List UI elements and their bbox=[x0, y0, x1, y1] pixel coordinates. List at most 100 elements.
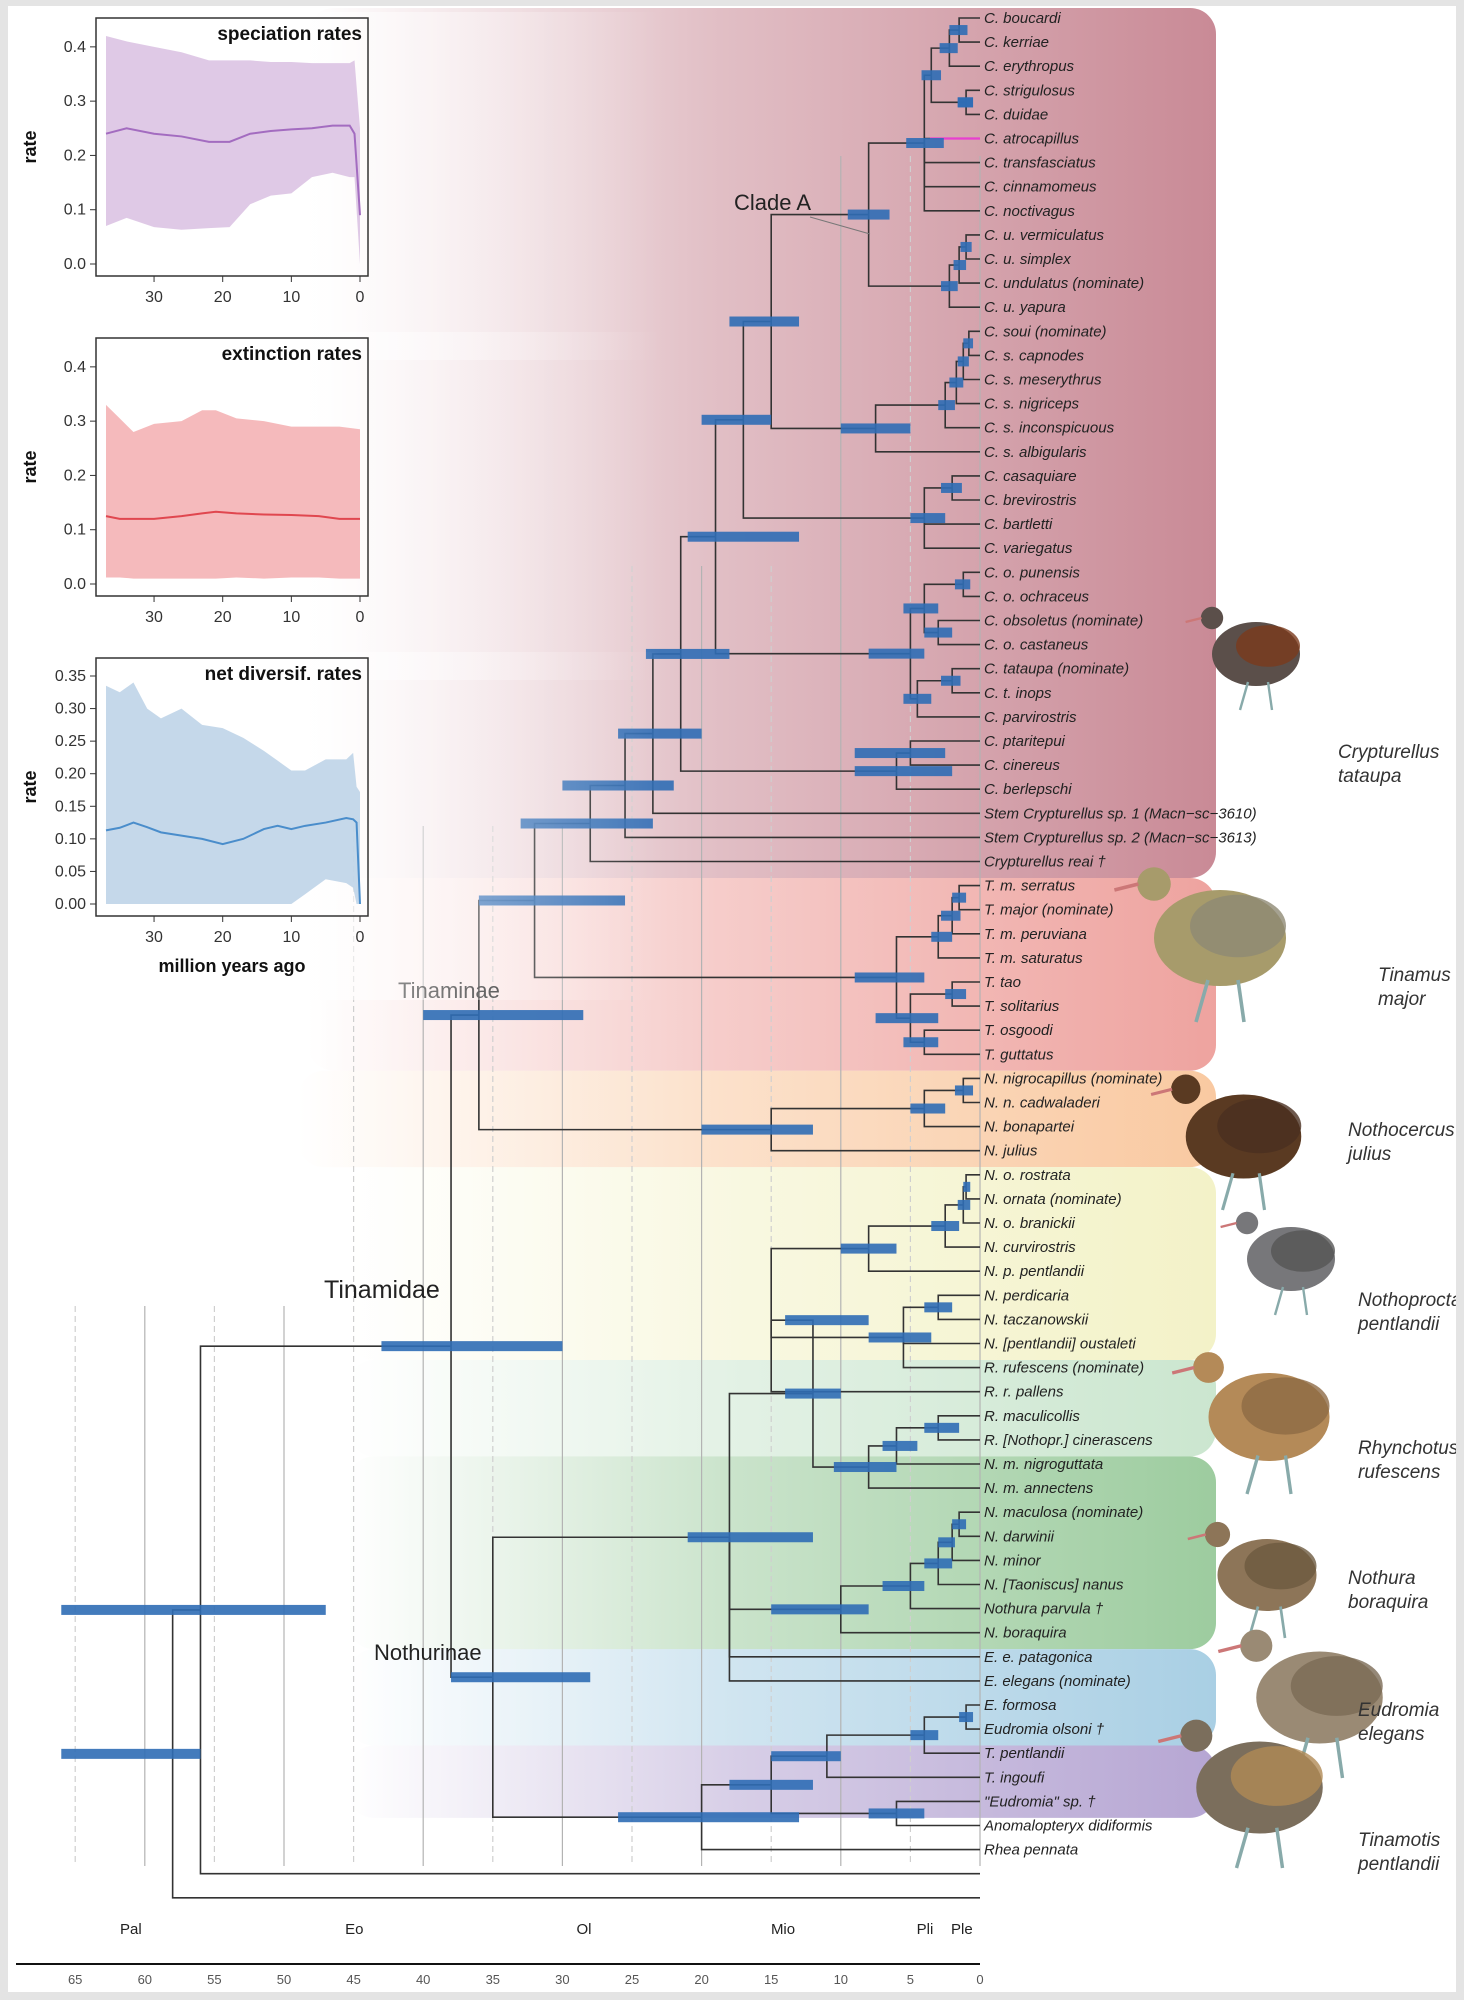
branch bbox=[895, 936, 939, 978]
branch bbox=[948, 48, 980, 67]
branch bbox=[895, 771, 980, 790]
bird-leg bbox=[1236, 979, 1246, 1023]
taxon-label: C. undulatus (nominate) bbox=[984, 275, 1144, 292]
bird-beak bbox=[1185, 616, 1202, 624]
time-tick-label: 30 bbox=[555, 1972, 569, 1987]
branch bbox=[948, 286, 980, 308]
hpd-bar bbox=[903, 603, 939, 614]
branch bbox=[923, 1716, 967, 1736]
phylogeny-figure: C. boucardi C. kerriae C. erythropus C. str… bbox=[16, 7, 1456, 1987]
taxon-label: C. obsoletus (nominate) bbox=[984, 613, 1143, 630]
hpd-bar bbox=[903, 693, 932, 704]
taxon-label: N. minor bbox=[984, 1552, 1042, 1569]
bird-leg bbox=[1234, 1827, 1250, 1869]
bird-species-label: tataupa bbox=[1338, 766, 1401, 787]
bird-wing bbox=[1236, 625, 1300, 667]
hpd-bar bbox=[701, 1124, 813, 1135]
branch bbox=[840, 1609, 980, 1634]
taxon-label: C. u. simplex bbox=[984, 251, 1071, 268]
rate-chart-net-diversif-rates: net diversif. rates 0.00 0.05 0.10 0.15 0.20 0… bbox=[20, 652, 662, 1000]
branch bbox=[770, 1129, 980, 1152]
bird-species-label: Nothoprocta bbox=[1358, 1290, 1456, 1311]
hpd-bar bbox=[945, 989, 967, 1000]
y-tick-label: 0.00 bbox=[55, 896, 86, 913]
hpd-bar bbox=[847, 209, 890, 220]
credible-interval-area bbox=[106, 36, 360, 264]
hpd-bar bbox=[941, 482, 962, 493]
branch bbox=[867, 214, 950, 287]
branch bbox=[867, 1225, 946, 1249]
time-tick-label: 45 bbox=[346, 1972, 360, 1987]
x-tick-label: 0 bbox=[356, 289, 365, 306]
bird-leg bbox=[1301, 1286, 1309, 1316]
bird-beak bbox=[1171, 1365, 1195, 1375]
hpd-bar bbox=[910, 1730, 939, 1741]
hpd-bar bbox=[952, 892, 967, 903]
hpd-bar bbox=[785, 1315, 869, 1326]
hpd-bar bbox=[938, 400, 955, 411]
branch bbox=[199, 1609, 980, 1875]
hpd-bar bbox=[882, 1440, 918, 1451]
time-tick-label: 25 bbox=[625, 1972, 639, 1987]
bird-species-label: Tinamotis bbox=[1358, 1830, 1441, 1851]
rate-charts: speciation rates 0.0 0.1 0.2 0.3 0.4 30 20 10 0 ra… bbox=[20, 12, 662, 1000]
taxon-label: C. o. punensis bbox=[984, 564, 1080, 581]
taxon-label: N. o. branickii bbox=[984, 1215, 1076, 1232]
taxon-label: R. maculicollis bbox=[984, 1408, 1080, 1425]
hpd-bar bbox=[941, 281, 958, 292]
taxon-label: Nothura parvula † bbox=[984, 1601, 1104, 1618]
hpd-bar bbox=[61, 1748, 201, 1759]
time-tick-label: 10 bbox=[834, 1972, 848, 1987]
taxon-label: T. solitarius bbox=[984, 998, 1060, 1015]
taxon-label: T. m. serratus bbox=[984, 878, 1076, 895]
branch bbox=[916, 698, 980, 718]
branch bbox=[742, 419, 925, 519]
hpd-bar bbox=[903, 1037, 939, 1048]
bird-beak bbox=[1157, 1734, 1182, 1744]
hpd-bar bbox=[833, 1462, 897, 1473]
mean-rate-line bbox=[105, 816, 361, 905]
taxon-label: Stem Crypturellus sp. 2 (Macn−sc−3613) bbox=[984, 829, 1257, 846]
mean-rate-line bbox=[105, 124, 361, 216]
bird-species-label: elegans bbox=[1358, 1724, 1425, 1745]
hpd-bar bbox=[931, 1221, 960, 1232]
bird-leg bbox=[1194, 979, 1210, 1023]
bird-head bbox=[1200, 606, 1224, 630]
taxon-label: R. rufescens (nominate) bbox=[984, 1360, 1144, 1377]
bird-illustration bbox=[1217, 1629, 1383, 1779]
bird-wing bbox=[1230, 1746, 1323, 1806]
hpd-bar bbox=[954, 579, 971, 590]
branch bbox=[874, 428, 980, 453]
hpd-bar bbox=[875, 1013, 939, 1024]
hpd-bar bbox=[840, 1243, 897, 1254]
chart-title: net diversif. rates bbox=[205, 664, 362, 685]
taxon-label: T. m. peruviana bbox=[984, 926, 1087, 943]
hpd-bar bbox=[949, 377, 964, 388]
y-tick-label: 0.1 bbox=[64, 202, 86, 219]
y-tick-label: 0.0 bbox=[64, 576, 86, 593]
taxon-label: C. o. castaneus bbox=[984, 637, 1089, 654]
branch bbox=[700, 1817, 980, 1851]
x-tick-label: 10 bbox=[282, 289, 300, 306]
taxon-labels: C. boucardi C. kerriae C. erythropus C. str… bbox=[983, 10, 1257, 1859]
bird-species-label: Eudromia bbox=[1358, 1700, 1439, 1721]
x-axis-label: million years ago bbox=[158, 956, 305, 976]
bird-species-label: Crypturellus bbox=[1338, 742, 1440, 763]
hpd-bar bbox=[854, 748, 946, 759]
bird-illustration bbox=[1171, 1352, 1330, 1495]
bird-species-label: major bbox=[1378, 989, 1426, 1010]
branch bbox=[199, 1345, 452, 1610]
hpd-bar bbox=[645, 648, 730, 659]
taxon-label: C. s. inconspicuous bbox=[984, 420, 1115, 437]
branch bbox=[923, 1089, 964, 1109]
hpd-bar bbox=[924, 1302, 953, 1313]
credible-interval-area bbox=[106, 682, 360, 904]
hpd-bar bbox=[949, 25, 968, 36]
hpd-bar bbox=[931, 931, 953, 942]
bird-leg bbox=[1245, 1455, 1260, 1495]
taxon-label: T. pentlandii bbox=[984, 1745, 1065, 1762]
branch bbox=[867, 142, 925, 215]
taxon-label: N. [Taoniscus] nanus bbox=[984, 1577, 1124, 1594]
hpd-bar bbox=[954, 1085, 974, 1096]
branch bbox=[728, 1537, 980, 1682]
